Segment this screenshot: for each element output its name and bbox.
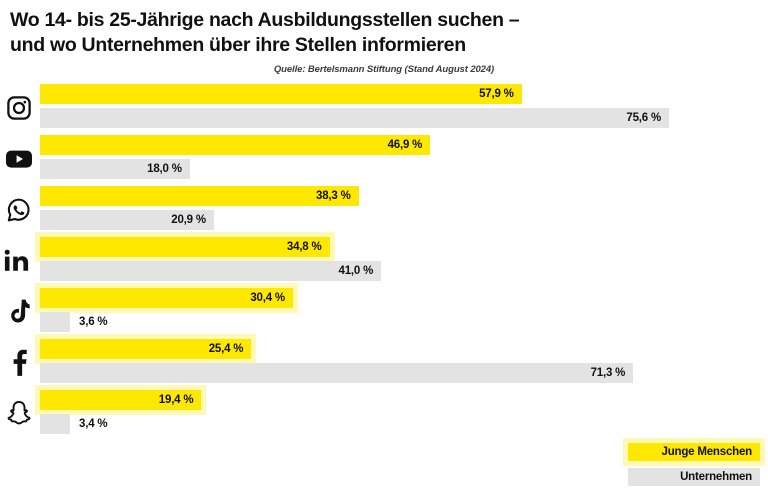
bar-row-junge-menschen: 34,8 % (40, 237, 768, 257)
bar-unternehmen: 41,0 % (40, 261, 382, 281)
bar-value-label: 19,4 % (158, 394, 194, 406)
source-note: Quelle: Bertelsmann Stiftung (Stand Augu… (273, 64, 495, 75)
bar-unternehmen: 71,3 % (40, 363, 634, 383)
bar-pair: 30,4 % 3,6 % (40, 286, 768, 337)
bar-pair: 38,3 % 20,9 % (40, 184, 768, 235)
bar-value-label: 25,4 % (208, 343, 244, 355)
bar-unternehmen: 18,0 % (40, 159, 190, 179)
bar-junge-menschen: 34,8 % (40, 237, 330, 257)
bar-value-label: 20,9 % (171, 214, 206, 226)
bar-pair: 34,8 % 41,0 % (40, 235, 768, 286)
bar-pair: 46,9 % 18,0 % (40, 133, 768, 184)
bar-value-label: 38,3 % (316, 190, 351, 202)
bar-value-label: 18,0 % (147, 163, 182, 175)
bar-row-unternehmen: 18,0 % (40, 159, 768, 179)
bar-group: 25,4 % 71,3 % (0, 337, 768, 388)
bar-value-label: 3,6 % (79, 316, 108, 328)
bar-value-label: 57,9 % (479, 88, 514, 100)
legend-item-unternehmen: Unternehmen (628, 468, 760, 486)
bar-group: 38,3 % 20,9 % (0, 184, 768, 235)
bar-pair: 25,4 % 71,3 % (40, 337, 768, 388)
bar-value-label: 30,4 % (250, 292, 285, 304)
bar-chart: 57,9 % 75,6 % 46,9 % 18,0 % 38,3 % 20,9 % 34,8… (0, 82, 768, 439)
snapchat-icon (2, 388, 36, 439)
bar-row-unternehmen: 71,3 % (40, 363, 768, 383)
bar-group: 46,9 % 18,0 % (0, 133, 768, 184)
bar-pair: 57,9 % 75,6 % (40, 82, 768, 133)
bar-row-junge-menschen: 19,4 % (40, 390, 768, 410)
bar-row-unternehmen: 20,9 % (40, 210, 768, 230)
bar-value-label: 34,8 % (286, 241, 322, 253)
bar-junge-menschen: 19,4 % (40, 390, 202, 410)
linkedin-icon (2, 235, 36, 286)
bar-row-junge-menschen: 38,3 % (40, 186, 768, 206)
bar-row-junge-menschen: 46,9 % (40, 135, 768, 155)
bar-junge-menschen: 38,3 % (40, 186, 359, 206)
bar-group: 57,9 % 75,6 % (0, 82, 768, 133)
bar-row-junge-menschen: 30,4 % (40, 288, 768, 308)
facebook-icon (2, 337, 36, 388)
page-title-line-1: Wo 14- bis 25-Jährige nach Ausbildungsst… (10, 9, 520, 31)
bar-unternehmen: 75,6 % (40, 108, 669, 128)
bar-unternehmen (40, 312, 70, 332)
bar-junge-menschen: 25,4 % (40, 339, 252, 359)
bar-value-label: 71,3 % (590, 367, 626, 379)
bar-row-unternehmen: 3,6 % (40, 312, 768, 332)
legend-item-junge-menschen: Junge Menschen (628, 443, 760, 461)
whatsapp-icon (2, 184, 36, 235)
bar-junge-menschen: 30,4 % (40, 288, 293, 308)
bar-junge-menschen: 57,9 % (40, 84, 522, 104)
bar-value-label: 41,0 % (338, 265, 374, 277)
bar-junge-menschen: 46,9 % (40, 135, 431, 155)
bar-group: 34,8 % 41,0 % (0, 235, 768, 286)
bar-value-label: 75,6 % (626, 112, 661, 124)
bar-row-unternehmen: 75,6 % (40, 108, 768, 128)
bar-row-junge-menschen: 25,4 % (40, 339, 768, 359)
bar-unternehmen (40, 414, 70, 434)
bar-unternehmen: 20,9 % (40, 210, 214, 230)
bar-group: 19,4 % 3,4 % (0, 388, 768, 439)
bar-row-junge-menschen: 57,9 % (40, 84, 768, 104)
page-title-line-2: und wo Unternehmen über ihre Stellen inf… (10, 34, 466, 56)
bar-row-unternehmen: 3,4 % (40, 414, 768, 434)
bar-group: 30,4 % 3,6 % (0, 286, 768, 337)
youtube-icon (2, 133, 36, 184)
bar-value-label: 46,9 % (387, 139, 423, 151)
bar-row-unternehmen: 41,0 % (40, 261, 768, 281)
bar-pair: 19,4 % 3,4 % (40, 388, 768, 439)
tiktok-icon (2, 286, 36, 337)
bar-value-label: 3,4 % (79, 418, 108, 430)
chart-legend: Junge Menschen Unternehmen (585, 443, 760, 486)
instagram-icon (2, 82, 36, 133)
chart-header: Wo 14- bis 25-Jährige nach Ausbildungsst… (0, 0, 768, 75)
